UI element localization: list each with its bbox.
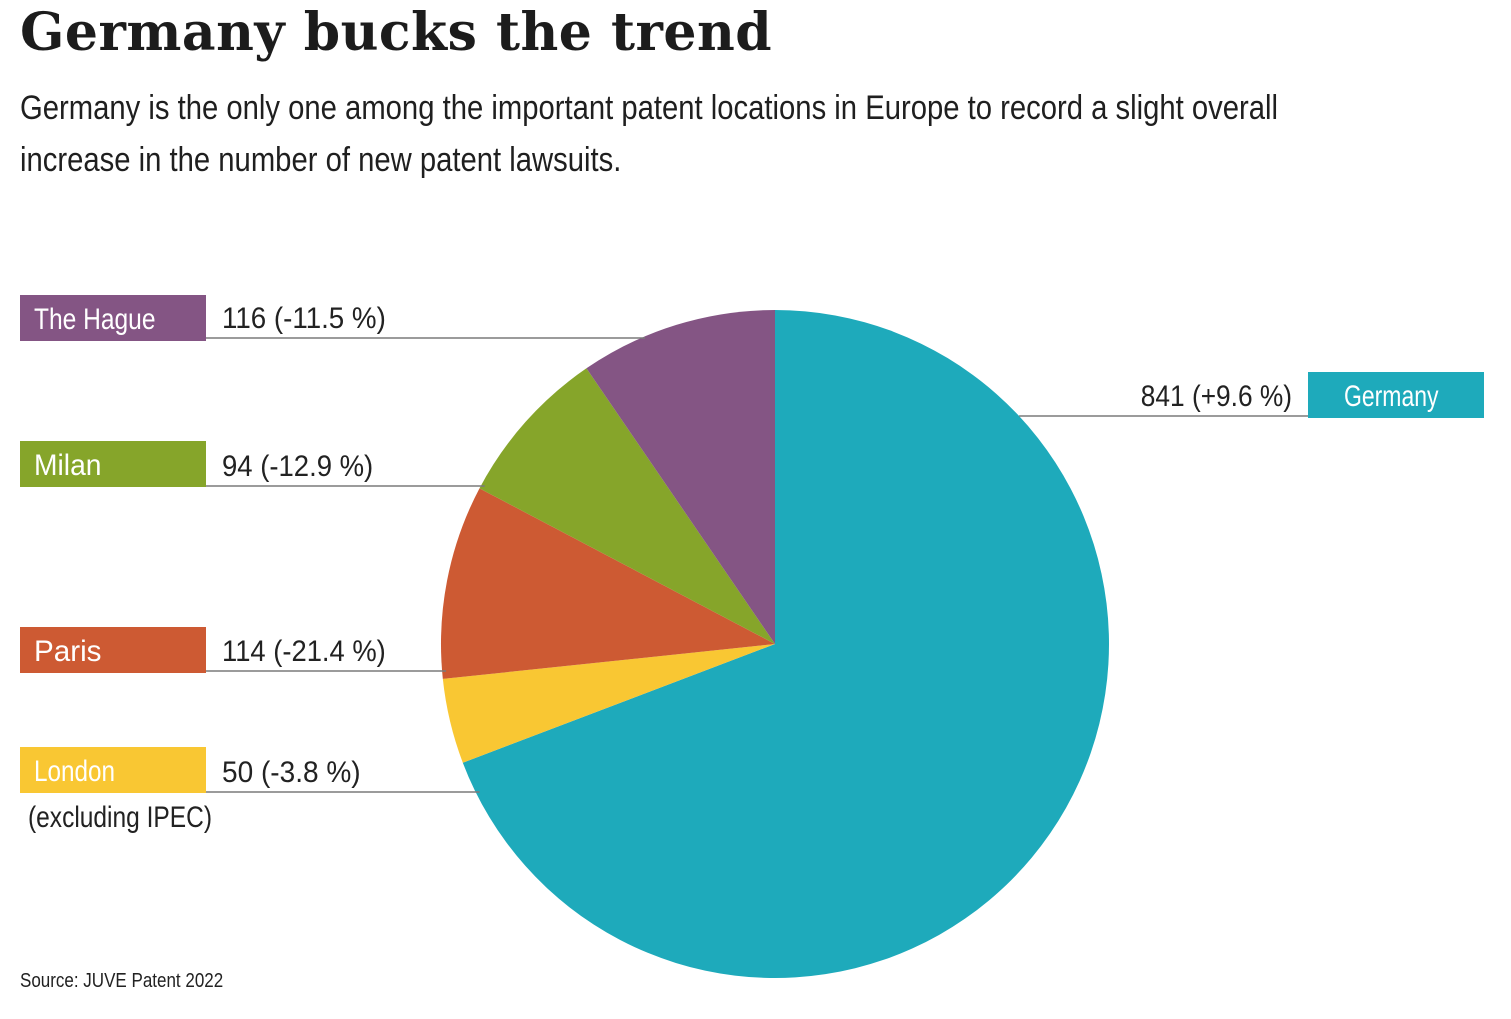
source-note: Source: JUVE Patent 2022 (20, 970, 224, 992)
chart-subtitle: Germany is the only one among the import… (20, 89, 1279, 179)
slice-name-the-hague: The Hague (34, 303, 156, 336)
legend-box-paris (20, 627, 206, 673)
chart-title: Germany bucks the trend (20, 2, 773, 63)
pie-slice-the-hague (586, 310, 775, 644)
legend-box-the-hague (20, 295, 206, 341)
slice-value-label-paris: 114 (-21.4 %) (222, 635, 386, 668)
slice-name-germany: Germany (1344, 380, 1439, 413)
slice-value-label-germany: 841 (+9.6 %) (1141, 380, 1292, 413)
slice-value-label-london: 50 (-3.8 %) (222, 756, 361, 789)
pie-slice-london (442, 644, 775, 763)
slice-name-paris: Paris (34, 635, 102, 668)
pie-slices (441, 310, 1109, 979)
slice-value-label-milan: 94 (-12.9 %) (222, 450, 373, 483)
slice-value-label-the-hague: 116 (-11.5 %) (222, 302, 386, 335)
pie-slice-germany (462, 310, 1109, 979)
slice-note-london: (excluding IPEC) (28, 801, 212, 834)
pie-labels: Germany 841 (+9.6 %) London 50 (-3.8 %) (exc… (20, 295, 1484, 834)
pie-slice-milan (479, 368, 775, 644)
legend-box-germany (1308, 372, 1484, 418)
pie-slice-paris (441, 488, 775, 679)
slice-name-london: London (34, 755, 115, 788)
legend-box-milan (20, 441, 206, 487)
slice-name-milan: Milan (34, 449, 102, 482)
legend-box-london (20, 747, 206, 793)
